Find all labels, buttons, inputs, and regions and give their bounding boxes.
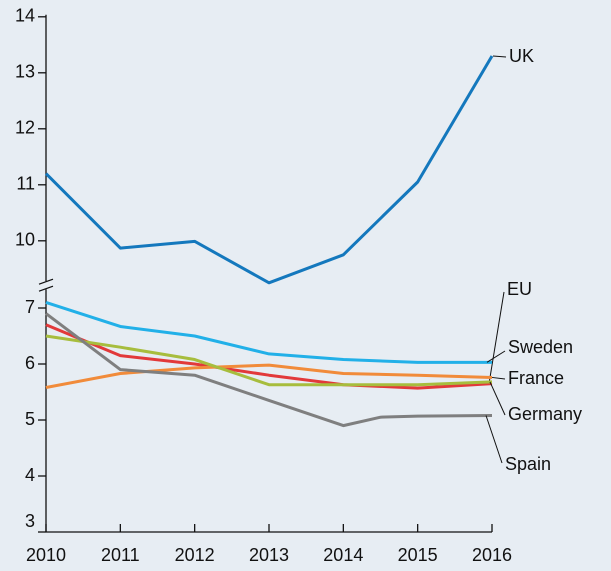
y-tick-label: 11 [16,174,35,194]
series-label: Spain [505,454,551,474]
leader-line [486,350,506,363]
series-label: EU [507,279,532,299]
x-tick-label: 2014 [323,545,363,565]
y-tick-label: 3 [25,511,35,531]
leader-line [491,376,506,380]
series-label: UK [509,46,534,66]
x-tick-label: 2010 [26,545,66,565]
series-label: Germany [508,404,582,424]
series-line [45,363,493,389]
leader-line [489,381,506,416]
x-tick-label: 2013 [249,545,289,565]
series-line [45,312,493,428]
series-line [45,323,493,390]
y-tick-label: 14 [15,6,35,26]
y-tick-label: 4 [25,465,35,485]
series-line [45,300,492,364]
leader-line [492,55,507,58]
y-tick-label: 13 [15,62,35,82]
axis-break [38,278,54,285]
y-tick-label: 12 [15,118,35,138]
leader-line [488,291,505,384]
x-tick-label: 2012 [175,545,215,565]
series-line [44,55,494,285]
y-tick-label: 6 [25,353,35,373]
x-tick-label: 2016 [472,545,512,565]
x-tick-label: 2011 [101,545,140,565]
leader-line [485,415,503,464]
y-tick-label: 10 [15,230,35,250]
series-label: France [508,368,564,388]
series-label: Sweden [508,337,573,357]
x-tick-label: 2015 [398,545,438,565]
series-line [45,334,493,387]
y-tick-label: 7 [25,297,35,317]
y-tick-label: 5 [25,409,35,429]
axis-break [38,285,54,292]
